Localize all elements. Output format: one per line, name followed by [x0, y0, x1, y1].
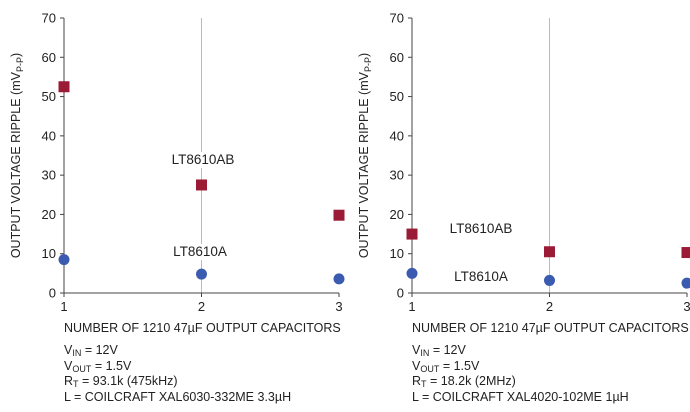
data-point-square: [59, 81, 70, 92]
x-tick-label: 2: [198, 299, 205, 314]
y-tick-label: 40: [42, 128, 56, 143]
y-tick-label: 10: [390, 246, 404, 261]
y-tick-label: 60: [390, 50, 404, 65]
condition-line: L = COILCRAFT XAL4020-102ME 1µH: [412, 390, 629, 406]
y-tick-label: 30: [390, 168, 404, 183]
data-point-circle: [544, 275, 555, 286]
x-tick-label: 3: [683, 299, 690, 314]
condition-line: VIN = 12V: [64, 343, 291, 359]
condition-line: VOUT = 1.5V: [412, 359, 629, 375]
x-tick-label: 1: [60, 299, 67, 314]
y-tick-label: 0: [49, 286, 56, 301]
data-point-circle: [196, 269, 207, 280]
data-point-circle: [334, 273, 345, 284]
series-label: LT8610AB: [172, 152, 235, 167]
condition-line: VOUT = 1.5V: [64, 359, 291, 375]
data-point-square: [334, 210, 345, 221]
data-point-square: [407, 229, 418, 240]
condition-line: L = COILCRAFT XAL6030-332ME 3.3µH: [64, 390, 291, 406]
y-axis-label: OUTPUT VOLTAGE RIPPLE (mVP-P): [9, 53, 25, 258]
y-tick-label: 50: [42, 89, 56, 104]
y-tick-label: 40: [390, 128, 404, 143]
y-tick-label: 70: [42, 11, 56, 26]
x-tick-label: 3: [335, 299, 342, 314]
y-tick-label: 30: [42, 168, 56, 183]
y-tick-label: 0: [397, 286, 404, 301]
condition-line: RT = 93.1k (475kHz): [64, 374, 291, 390]
y-tick-label: 50: [390, 89, 404, 104]
y-tick-label: 20: [42, 207, 56, 222]
data-point-square: [682, 247, 690, 258]
series-label: LT8610A: [454, 269, 508, 284]
x-tick-label: 2: [546, 299, 553, 314]
data-point-circle: [407, 268, 418, 279]
condition-line: RT = 18.2k (2MHz): [412, 374, 629, 390]
data-point-circle: [682, 278, 690, 289]
y-tick-label: 70: [390, 11, 404, 26]
data-point-circle: [59, 254, 70, 265]
series-label: LT8610AB: [450, 221, 513, 236]
y-axis-label: OUTPUT VOLTAGE RIPPLE (mVP-P): [357, 53, 373, 258]
y-tick-label: 10: [42, 246, 56, 261]
conditions-block-left: VIN = 12V VOUT = 1.5V RT = 93.1k (475kHz…: [64, 343, 291, 405]
data-point-square: [544, 246, 555, 257]
y-tick-label: 20: [390, 207, 404, 222]
data-point-square: [196, 179, 207, 190]
conditions-block-right: VIN = 12V VOUT = 1.5V RT = 18.2k (2MHz) …: [412, 343, 629, 405]
x-tick-label: 1: [408, 299, 415, 314]
condition-line: VIN = 12V: [412, 343, 629, 359]
series-label: LT8610A: [173, 244, 227, 259]
y-tick-label: 60: [42, 50, 56, 65]
x-axis-label: NUMBER OF 1210 47µF OUTPUT CAPACITORS: [412, 321, 689, 335]
x-axis-label: NUMBER OF 1210 47µF OUTPUT CAPACITORS: [64, 321, 341, 335]
